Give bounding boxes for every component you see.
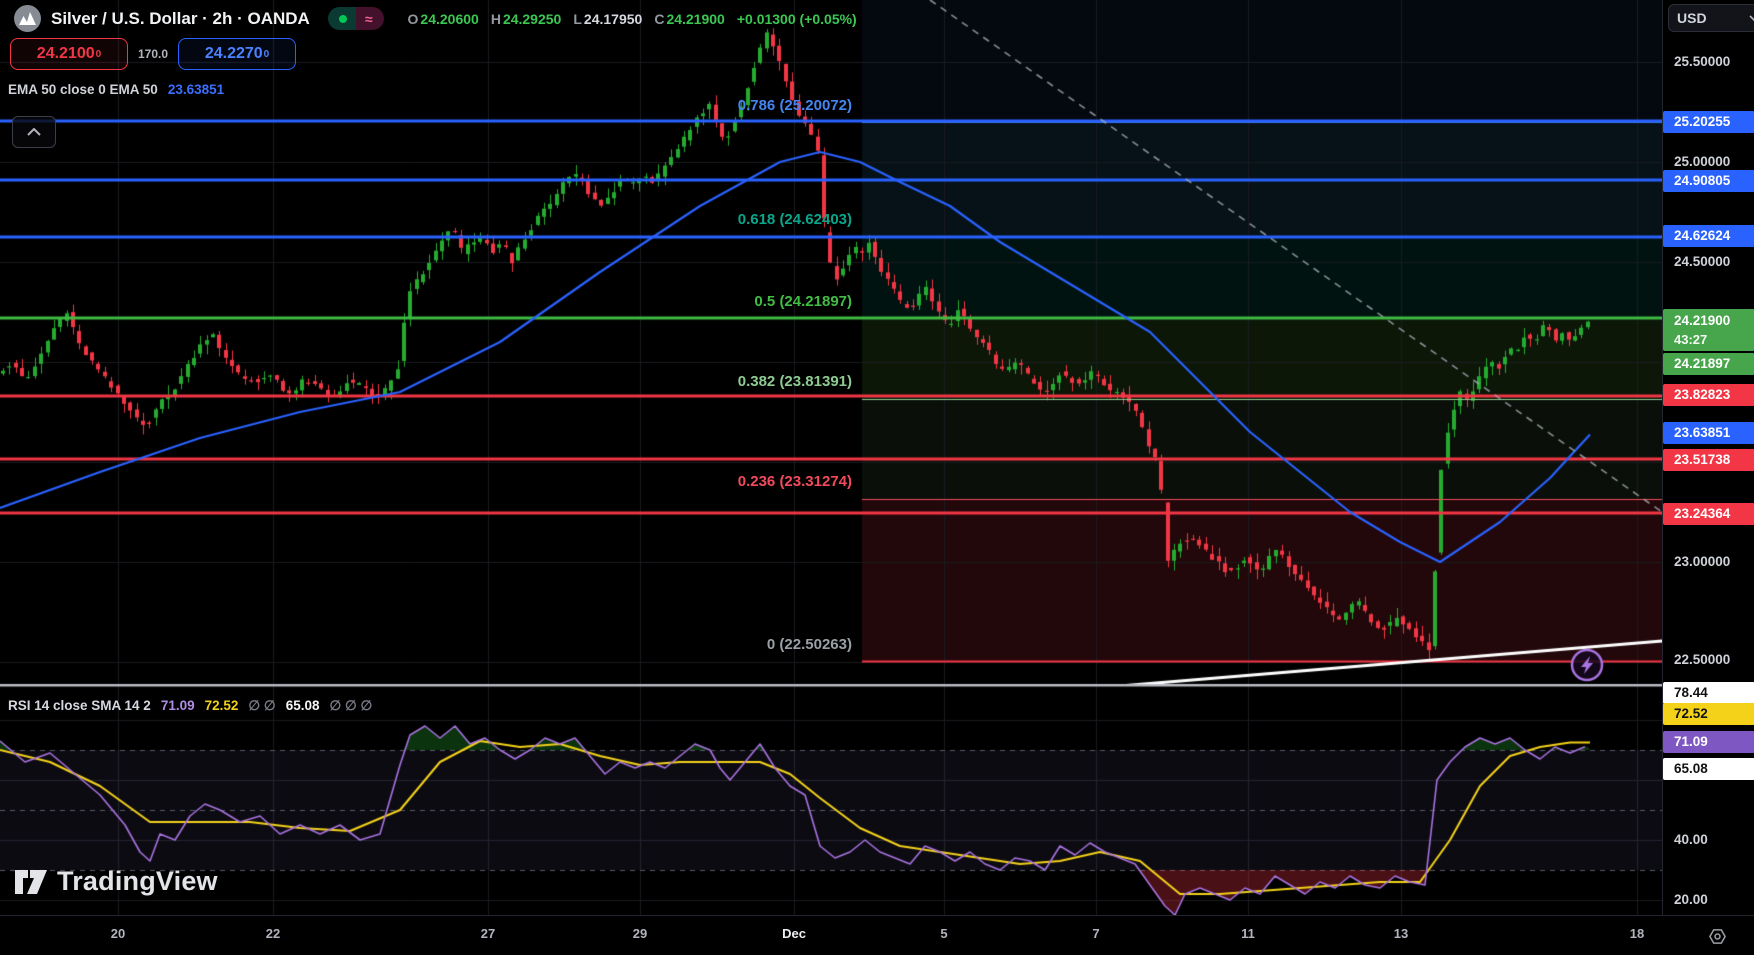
ema-legend[interactable]: EMA 50 close 0 EMA 50 23.63851	[8, 82, 224, 97]
high-value: 24.29250	[502, 10, 562, 27]
chart-header: Silver / U.S. Dollar · 2h · OANDA ≈ O 24.…	[14, 5, 857, 32]
price-axis-label[interactable]: 25.00000	[1674, 154, 1731, 169]
rsi-legend-value: 65.08	[285, 698, 320, 713]
time-axis-label[interactable]: 20	[110, 926, 126, 941]
price-axis-label[interactable]: 23.51738	[1663, 449, 1754, 471]
price-axis-label[interactable]: 23.24364	[1663, 503, 1754, 525]
countdown-timer: 43:27	[1674, 332, 1708, 347]
price-axis-label[interactable]: 65.08	[1663, 758, 1754, 780]
price-axis-label[interactable]: 22.50000	[1674, 652, 1731, 667]
price-axis-label[interactable]: 71.09	[1663, 731, 1754, 753]
symbol-title[interactable]: Silver / U.S. Dollar · 2h · OANDA	[51, 8, 310, 28]
sell-button[interactable]: 24.2100 0	[10, 38, 128, 70]
price-axis-label[interactable]: 24.62624	[1663, 225, 1754, 247]
open-value: 24.20600	[420, 10, 479, 27]
market-open-dot-icon	[327, 7, 356, 30]
ohlc-readout: O 24.20600 H 24.29250 L 24.17950 C 24.21900 …	[407, 10, 857, 27]
buy-button[interactable]: 24.2270 0	[178, 38, 297, 70]
time-axis-label[interactable]: 27	[480, 926, 496, 941]
chevron-down-icon	[1749, 15, 1754, 21]
rsi-legend-value: 71.09	[160, 698, 195, 713]
time-axis-label[interactable]: 11	[1241, 926, 1255, 941]
price-axis-label[interactable]: 24.50000	[1674, 254, 1731, 269]
price-axis[interactable]: USD 25.50000 25.20255 25.00000 24.90805 24.6…	[1662, 0, 1754, 955]
market-status-toggle[interactable]: ≈	[327, 7, 384, 30]
trade-panel: 24.2100 0 170.0 24.2270 0	[10, 38, 297, 70]
price-axis-label[interactable]: 24.21900 43:27	[1663, 309, 1754, 351]
time-axis-label[interactable]: 5	[940, 926, 948, 941]
time-axis[interactable]: 20 22 27 29 Dec 5 7 11 13 18	[0, 915, 1754, 955]
price-axis-label[interactable]: 24.21897	[1663, 353, 1754, 375]
tradingview-watermark[interactable]: TradingView	[14, 866, 218, 897]
currency-selector[interactable]: USD	[1668, 4, 1754, 32]
price-axis-label[interactable]: 40.00	[1674, 832, 1708, 847]
fib-level-label[interactable]: 0.618 (24.62403)	[737, 211, 852, 228]
rsi-legend-value: 72.52	[204, 698, 239, 713]
change-value: +0.01300 (+0.05%)	[736, 10, 857, 27]
price-axis-label[interactable]: 23.82823	[1663, 384, 1754, 406]
price-axis-label[interactable]: 24.90805	[1663, 170, 1754, 192]
ema-legend-value: 23.63851	[167, 82, 225, 97]
price-axis-label[interactable]: 72.52	[1663, 703, 1754, 725]
fib-level-label[interactable]: 0.786 (25.20072)	[737, 97, 852, 114]
low-value: 24.17950	[583, 10, 643, 27]
fib-level-label[interactable]: 0.236 (23.31274)	[737, 473, 852, 490]
time-axis-label[interactable]: 18	[1629, 926, 1645, 941]
close-value: 24.21900	[666, 10, 725, 27]
time-axis-label[interactable]: 22	[265, 926, 281, 941]
time-axis-label[interactable]: Dec	[782, 926, 806, 941]
axis-settings-icon[interactable]	[1703, 924, 1731, 948]
price-axis-label[interactable]: 25.50000	[1674, 54, 1731, 69]
approx-icon: ≈	[355, 7, 384, 30]
price-axis-label[interactable]: 20.00	[1674, 892, 1708, 907]
rsi-legend[interactable]: RSI 14 close SMA 14 2 71.09 72.52 ∅ ∅ 65.08…	[8, 698, 382, 714]
tradingview-logo-icon	[15, 869, 47, 894]
time-axis-label[interactable]: 29	[632, 926, 648, 941]
ema-legend-title: EMA 50 close 0 EMA 50	[8, 82, 158, 97]
price-axis-label[interactable]: 25.20255	[1663, 111, 1754, 133]
fib-level-label[interactable]: 0.382 (23.81391)	[737, 373, 852, 390]
fib-level-label[interactable]: 0.5 (24.21897)	[754, 293, 852, 310]
price-axis-label[interactable]: 78.44	[1663, 682, 1754, 704]
rsi-legend-value: ∅ ∅	[248, 698, 276, 713]
price-axis-label[interactable]: 23.63851	[1663, 422, 1754, 444]
spread-value: 170.0	[138, 47, 169, 61]
fib-level-label[interactable]: 0 (22.50263)	[766, 636, 852, 653]
price-axis-label[interactable]: 23.00000	[1674, 554, 1731, 569]
time-axis-label[interactable]: 13	[1393, 926, 1409, 941]
rsi-legend-value: ∅ ∅ ∅	[329, 698, 373, 713]
rsi-legend-values: 71.09 72.52 ∅ ∅ 65.08 ∅ ∅ ∅	[161, 698, 382, 714]
collapse-panel-button[interactable]	[12, 116, 56, 148]
rsi-legend-title: RSI 14 close SMA 14 2	[8, 698, 151, 713]
time-axis-label[interactable]: 7	[1092, 926, 1100, 941]
symbol-logo-icon[interactable]	[14, 5, 41, 32]
